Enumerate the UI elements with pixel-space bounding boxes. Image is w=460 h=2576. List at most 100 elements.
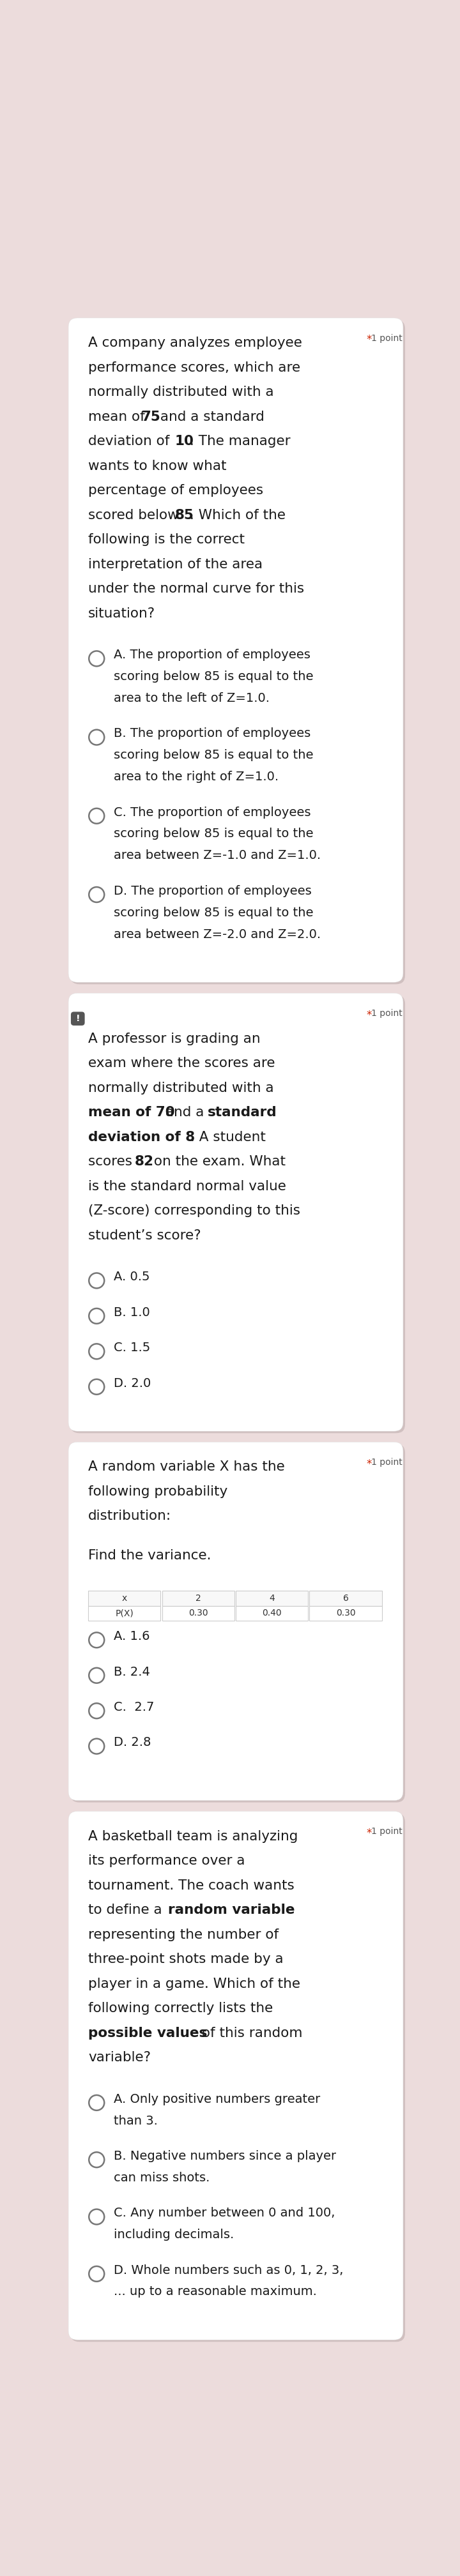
Text: A. Only positive numbers greater: A. Only positive numbers greater — [114, 2094, 321, 2105]
Text: D. 2.0: D. 2.0 — [114, 1378, 151, 1388]
Text: wants to know what: wants to know what — [88, 459, 226, 471]
Text: 85: 85 — [175, 507, 194, 520]
FancyBboxPatch shape — [70, 1814, 405, 2342]
Text: and a: and a — [161, 1105, 208, 1118]
Text: 4: 4 — [269, 1595, 275, 1602]
Text: B. The proportion of employees: B. The proportion of employees — [114, 726, 311, 739]
Text: D. 2.8: D. 2.8 — [114, 1736, 151, 1749]
Text: A. The proportion of employees: A. The proportion of employees — [114, 649, 310, 662]
Text: scoring below 85 is equal to the: scoring below 85 is equal to the — [114, 827, 314, 840]
Text: exam where the scores are: exam where the scores are — [88, 1056, 275, 1069]
Text: student’s score?: student’s score? — [88, 1229, 201, 1242]
FancyBboxPatch shape — [162, 1592, 234, 1605]
Text: possible values: possible values — [88, 2027, 207, 2040]
Text: x: x — [122, 1595, 127, 1602]
Text: *: * — [367, 1826, 372, 1839]
Text: deviation of 8: deviation of 8 — [88, 1131, 195, 1144]
Text: 1 point: 1 point — [371, 1458, 402, 1466]
Text: three-point shots made by a: three-point shots made by a — [88, 1953, 283, 1965]
Text: representing the number of: representing the number of — [88, 1929, 279, 1942]
FancyBboxPatch shape — [310, 1605, 382, 1620]
Text: A professor is grading an: A professor is grading an — [88, 1033, 260, 1046]
Text: 6: 6 — [343, 1595, 349, 1602]
Text: 75: 75 — [142, 410, 161, 422]
Text: interpretation of the area: interpretation of the area — [88, 559, 263, 572]
Text: random variable: random variable — [168, 1904, 295, 1917]
Text: !: ! — [76, 1015, 80, 1023]
Text: A. 0.5: A. 0.5 — [114, 1270, 150, 1283]
Text: including decimals.: including decimals. — [114, 2228, 234, 2241]
Text: normally distributed with a: normally distributed with a — [88, 386, 274, 399]
Text: to define a: to define a — [88, 1904, 167, 1917]
Text: following probability: following probability — [88, 1486, 228, 1499]
Text: area between Z=-1.0 and Z=1.0.: area between Z=-1.0 and Z=1.0. — [114, 850, 321, 860]
Text: and a standard: and a standard — [156, 410, 264, 422]
Text: (Z-score) corresponding to this: (Z-score) corresponding to this — [88, 1206, 300, 1218]
Text: B. Negative numbers since a player: B. Negative numbers since a player — [114, 2151, 336, 2161]
Text: 0.30: 0.30 — [336, 1607, 356, 1618]
Text: 82: 82 — [135, 1157, 154, 1167]
Text: percentage of employees: percentage of employees — [88, 484, 263, 497]
Text: A. 1.6: A. 1.6 — [114, 1631, 150, 1643]
Text: 1 point: 1 point — [371, 335, 402, 343]
FancyBboxPatch shape — [70, 319, 405, 984]
Text: deviation of: deviation of — [88, 435, 174, 448]
Text: ... up to a reasonable maximum.: ... up to a reasonable maximum. — [114, 2285, 317, 2298]
Text: 1 point: 1 point — [371, 1826, 402, 1837]
FancyBboxPatch shape — [88, 1592, 161, 1605]
Text: *: * — [367, 335, 372, 345]
FancyBboxPatch shape — [162, 1605, 234, 1620]
FancyBboxPatch shape — [70, 1445, 405, 1803]
Text: following is the correct: following is the correct — [88, 533, 245, 546]
Text: 10: 10 — [175, 435, 194, 448]
Text: C. The proportion of employees: C. The proportion of employees — [114, 806, 311, 819]
Text: *: * — [367, 1458, 372, 1471]
Text: A company analyzes employee: A company analyzes employee — [88, 337, 302, 350]
Text: scoring below 85 is equal to the: scoring below 85 is equal to the — [114, 907, 314, 920]
Text: following correctly lists the: following correctly lists the — [88, 2002, 273, 2014]
Text: is the standard normal value: is the standard normal value — [88, 1180, 286, 1193]
Text: area between Z=-2.0 and Z=2.0.: area between Z=-2.0 and Z=2.0. — [114, 927, 321, 940]
FancyBboxPatch shape — [70, 994, 405, 1432]
Text: area to the right of Z=1.0.: area to the right of Z=1.0. — [114, 770, 279, 783]
Text: area to the left of Z=1.0.: area to the left of Z=1.0. — [114, 693, 270, 703]
Text: standard: standard — [208, 1105, 277, 1118]
FancyBboxPatch shape — [88, 1605, 161, 1620]
Text: B. 1.0: B. 1.0 — [114, 1306, 150, 1319]
Text: A random variable X has the: A random variable X has the — [88, 1461, 285, 1473]
Text: . The manager: . The manager — [190, 435, 290, 448]
Text: distribution:: distribution: — [88, 1510, 171, 1522]
Text: tournament. The coach wants: tournament. The coach wants — [88, 1878, 294, 1891]
Text: P(X): P(X) — [115, 1607, 133, 1618]
FancyBboxPatch shape — [69, 1811, 403, 2339]
Text: scored below: scored below — [88, 507, 183, 520]
Text: mean of: mean of — [88, 410, 150, 422]
Text: on the exam. What: on the exam. What — [150, 1157, 286, 1167]
Text: under the normal curve for this: under the normal curve for this — [88, 582, 304, 595]
FancyBboxPatch shape — [71, 1012, 85, 1025]
FancyBboxPatch shape — [236, 1605, 308, 1620]
Text: B. 2.4: B. 2.4 — [114, 1667, 150, 1677]
Text: *: * — [367, 1010, 372, 1020]
Text: scores: scores — [88, 1157, 137, 1167]
Text: mean of 70: mean of 70 — [88, 1105, 175, 1118]
Text: . Which of the: . Which of the — [190, 507, 285, 520]
Text: C. Any number between 0 and 100,: C. Any number between 0 and 100, — [114, 2208, 335, 2218]
Text: player in a game. Which of the: player in a game. Which of the — [88, 1978, 300, 1991]
Text: scoring below 85 is equal to the: scoring below 85 is equal to the — [114, 670, 314, 683]
Text: can miss shots.: can miss shots. — [114, 2172, 210, 2184]
Text: performance scores, which are: performance scores, which are — [88, 361, 300, 374]
Text: 0.30: 0.30 — [188, 1607, 208, 1618]
Text: D. Whole numbers such as 0, 1, 2, 3,: D. Whole numbers such as 0, 1, 2, 3, — [114, 2264, 344, 2277]
Text: than 3.: than 3. — [114, 2115, 158, 2128]
FancyBboxPatch shape — [69, 994, 403, 1432]
FancyBboxPatch shape — [69, 317, 403, 981]
FancyBboxPatch shape — [236, 1592, 308, 1605]
FancyBboxPatch shape — [69, 1443, 403, 1801]
Text: variable?: variable? — [88, 2050, 151, 2063]
Text: A basketball team is analyzing: A basketball team is analyzing — [88, 1829, 298, 1842]
Text: . A student: . A student — [190, 1131, 265, 1144]
Text: Find the variance.: Find the variance. — [88, 1548, 211, 1561]
Text: 1 point: 1 point — [371, 1010, 402, 1018]
Text: situation?: situation? — [88, 608, 155, 621]
